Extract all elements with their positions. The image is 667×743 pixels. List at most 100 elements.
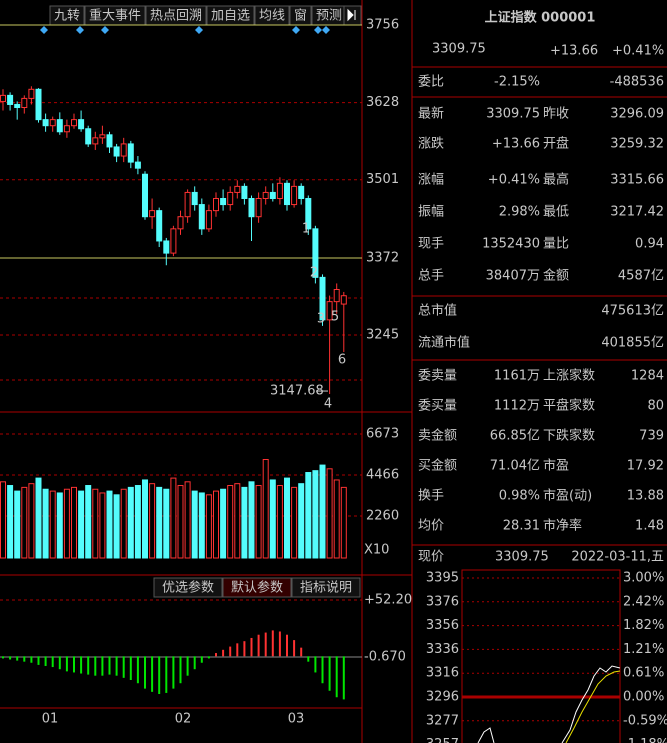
volume-bar: [198, 492, 205, 559]
macd-axis-label: +52.20: [364, 593, 412, 608]
indicator-button[interactable]: [291, 577, 361, 598]
candle-body: [205, 210, 212, 230]
mini-price: 3309.75: [495, 550, 549, 565]
mini-left-label: 3376: [426, 594, 459, 609]
candle-body: [284, 182, 290, 206]
candle-body: [134, 161, 141, 169]
quote-label: 卖金额: [418, 428, 457, 444]
mini-right-label: -1.18%: [623, 737, 667, 743]
candle-body: [149, 210, 156, 218]
volume-bar: [319, 464, 326, 559]
candle-body: [127, 143, 134, 163]
volume-bar: [0, 481, 6, 559]
candle-body: [35, 88, 42, 121]
quote-label: 涨跌: [418, 136, 444, 152]
candle-body: [312, 228, 319, 278]
mini-right-label: 1.21%: [623, 642, 664, 657]
quote-label: 昨收: [543, 107, 569, 122]
quote-value: 66.85亿: [490, 429, 540, 444]
volume-bar: [142, 479, 148, 559]
wave-label: 2: [310, 266, 318, 281]
low-label: 3147.68: [270, 384, 324, 399]
volume-bar: [248, 481, 255, 559]
quote-price: 3309.75: [432, 42, 486, 57]
candle-body: [191, 191, 198, 206]
candle-body: [326, 301, 333, 321]
candle-body: [305, 198, 312, 230]
indicator-button[interactable]: [222, 577, 292, 598]
price-axis-label: 3501: [366, 172, 399, 187]
quote-value: 17.92: [627, 459, 664, 474]
volume-axis-label: 6673: [366, 427, 399, 442]
wave-label: 6: [338, 353, 346, 368]
candle-body: [298, 185, 305, 200]
toolbar-label: 均线: [259, 9, 285, 24]
volume-bar: [99, 492, 106, 559]
volume-bar: [276, 485, 283, 559]
quote-label: 最低: [543, 205, 569, 220]
volume-bar: [262, 459, 269, 559]
mini-right-label: 2.42%: [623, 594, 664, 609]
mini-left-label: 3296: [426, 690, 459, 705]
volume-bar: [156, 486, 163, 559]
candle-body: [248, 198, 255, 218]
volume-bar: [305, 472, 312, 559]
candle-body: [333, 289, 340, 303]
quote-label: 市盈(动): [543, 488, 592, 504]
volume-axis-label: 2260: [366, 509, 399, 524]
mini-date: 2022-03-11,五: [571, 550, 664, 565]
volume-bar: [170, 477, 177, 559]
quote-label: 委比: [418, 75, 444, 90]
mini-right-label: 0.00%: [623, 690, 664, 705]
price-axis-label: 3756: [366, 18, 399, 33]
volume-bar: [113, 494, 120, 559]
candle-body: [227, 191, 234, 206]
indicator-button-label: 指标说明: [300, 581, 352, 596]
quote-value: 1112万: [494, 399, 540, 414]
candle-body: [63, 125, 70, 133]
quote-label: 总手: [418, 269, 444, 284]
quote-label: 换手: [418, 489, 444, 504]
wave-label: 1: [302, 222, 310, 237]
candle-body: [170, 228, 177, 254]
quote-value: 1161万: [494, 369, 540, 384]
volume-bar: [85, 485, 92, 559]
quote-value: 3217.42: [610, 205, 664, 220]
candle-body: [142, 173, 148, 218]
quote-label: 市盈: [543, 458, 569, 474]
quote-value: 71.04亿: [490, 459, 540, 474]
candle-body: [7, 94, 14, 105]
quote-label: 下跌家数: [543, 428, 595, 444]
price-axis-label: 3372: [366, 250, 399, 265]
mini-right-label: 1.82%: [623, 618, 664, 633]
toolbar-label: 九转: [54, 9, 80, 24]
candle-body: [14, 103, 21, 109]
volume-bar: [35, 477, 42, 559]
toolbar-label: 加自选: [211, 9, 250, 24]
quote-label: 流通市值: [418, 335, 470, 351]
volume-bar: [71, 486, 77, 559]
volume-bar: [149, 483, 156, 559]
quote-label: 最新: [418, 106, 444, 122]
volume-axis-label: 4466: [366, 468, 399, 483]
volume-bar: [134, 485, 141, 559]
mini-left-label: 3316: [426, 666, 459, 681]
toolbar-icon-arrow: [347, 8, 356, 22]
date-label: 01: [42, 712, 59, 727]
quote-value: 1.48: [635, 519, 664, 534]
volume-bar: [333, 479, 340, 559]
quote-value: -488536: [610, 75, 664, 90]
volume-bar: [298, 483, 305, 559]
candle-body: [56, 119, 63, 133]
quote-value: 3309.75: [486, 107, 540, 122]
volume-bar: [49, 490, 56, 559]
volume-bar: [284, 477, 290, 559]
volume-bar: [340, 486, 347, 559]
quote-value: 739: [639, 429, 664, 444]
quote-value: 80: [647, 399, 664, 414]
indicator-button[interactable]: [153, 577, 223, 598]
mini-price-line: [477, 665, 621, 743]
quote-value: 4587亿: [618, 269, 664, 284]
wave-label: 4: [324, 397, 332, 412]
